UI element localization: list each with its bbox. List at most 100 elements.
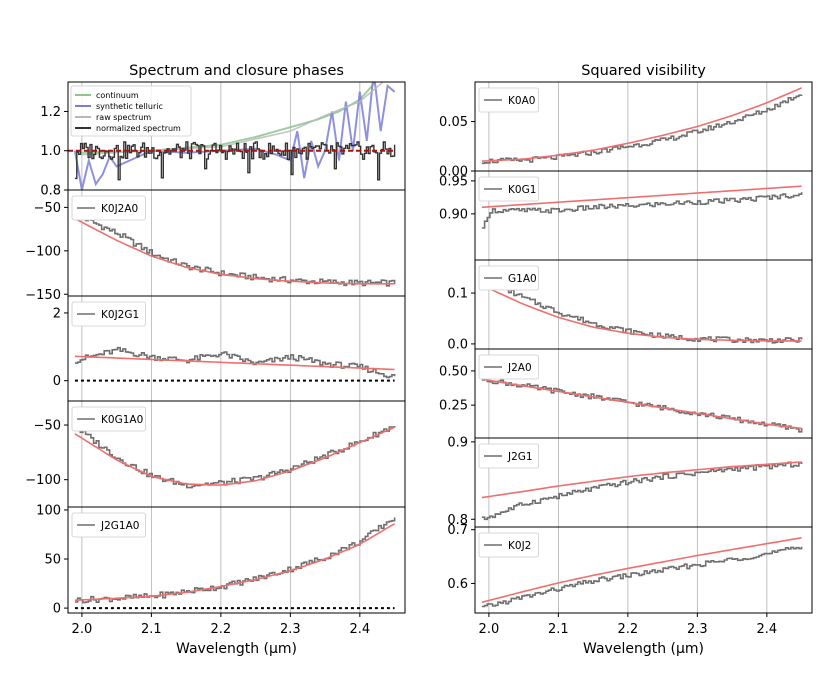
panel-K0J2G1: 0 2 K0J2G1 <box>53 295 406 402</box>
x-tick-label: 2.3 <box>687 622 708 637</box>
plot-area <box>74 426 396 489</box>
legend: G1A0 <box>478 265 539 291</box>
y-tick-label: 0.05 <box>439 115 468 130</box>
plot-area <box>481 461 803 521</box>
y-tick-label: 100 <box>36 503 61 518</box>
series-data <box>481 277 803 344</box>
x-tick-label: 2.1 <box>141 622 162 637</box>
series-model <box>74 217 395 285</box>
plot-area <box>481 277 803 344</box>
y-tick-label: 0.00 <box>439 165 468 180</box>
legend-label: K0G1 <box>508 184 536 196</box>
plot-area <box>481 87 803 165</box>
y-tick-label: −50 <box>34 419 61 434</box>
series-data <box>481 461 803 521</box>
legend: K0G1A0 <box>71 406 146 432</box>
legend-label: raw spectrum <box>96 113 151 122</box>
y-tick-label: 0.1 <box>447 287 468 302</box>
panel-K0J2A0: −150 −100 −50 K0J2A0 <box>25 189 406 303</box>
panel-K0A0: 0.00 0.05 Squared visibility K0A0 <box>439 63 813 180</box>
y-tick-label: −100 <box>25 473 61 488</box>
x-tick-label: 2.4 <box>756 622 777 637</box>
legend-label: normalized spectrum <box>96 124 181 133</box>
series-data <box>74 517 396 604</box>
axes-frame <box>67 506 406 614</box>
legend: K0J2A0 <box>71 195 146 221</box>
y-tick-label: 0.7 <box>447 523 468 538</box>
series-model <box>481 378 802 430</box>
y-tick-label: 0.6 <box>447 577 468 592</box>
y-tick-label: 0.90 <box>439 207 468 222</box>
y-tick-label: 0.0 <box>447 337 468 352</box>
series-data <box>481 376 803 433</box>
y-tick-label: 0 <box>53 374 61 389</box>
series-model <box>481 87 802 162</box>
plot-area <box>481 185 803 229</box>
legend-label: K0A0 <box>508 95 535 107</box>
legend-label: K0J2 <box>508 540 531 552</box>
y-tick-label: 0.9 <box>447 435 468 450</box>
legend: K0J2G1 <box>71 301 146 327</box>
panel-title: Spectrum and closure phases <box>129 63 344 79</box>
y-tick-label: 0.95 <box>439 174 468 189</box>
panel-Spectrum: 0.8 1.0 1.2 Spectrum and closure phases cont… <box>40 63 406 199</box>
x-tick-label: 2.4 <box>349 622 370 637</box>
x-axis-label: Wavelength (μm) <box>583 641 704 657</box>
series-data <box>74 426 396 489</box>
y-tick-label: 50 <box>44 553 61 568</box>
y-tick-label: 0.8 <box>40 184 61 199</box>
panel-J2G1A0: 0 50 100 2.0 2.1 2.2 2.3 2.4 Wavelength (μm) J2G1… <box>36 503 406 657</box>
y-tick-label: 1.2 <box>40 105 61 120</box>
series-model <box>481 284 802 342</box>
series-model <box>74 355 395 371</box>
series-model <box>481 461 802 499</box>
legend: K0G1 <box>478 176 539 202</box>
y-tick-label: −100 <box>25 244 61 259</box>
series-model <box>74 426 395 486</box>
legend-label: continuum <box>96 91 139 100</box>
x-tick-label: 2.0 <box>72 622 93 637</box>
panel-title: Squared visibility <box>581 63 706 79</box>
plot-area <box>74 346 396 382</box>
panel-K0G1A0: −100 −50 K0G1A0 <box>25 400 406 508</box>
series-synthetic-telluric <box>73 82 396 190</box>
plot-area <box>74 213 396 287</box>
legend: continuum synthetic telluric raw spectrum n… <box>70 85 192 137</box>
axes-frame <box>474 526 813 614</box>
legend: J2A0 <box>478 354 539 380</box>
legend-label: J2G1 <box>507 451 533 463</box>
series-data <box>74 213 396 287</box>
legend-label: J2A0 <box>507 362 532 374</box>
y-tick-label: 1.0 <box>40 144 61 159</box>
panel-K0G1: 0.90 0.95 K0G1 <box>439 170 813 261</box>
series-model <box>74 523 396 601</box>
legend: K0J2 <box>478 532 539 558</box>
legend-label: J2G1A0 <box>100 520 139 532</box>
series-data <box>481 192 803 229</box>
legend-label: K0J2A0 <box>101 203 138 215</box>
panel-J2A0: 0.25 0.50 J2A0 <box>439 348 813 439</box>
y-tick-label: 0.8 <box>447 513 468 528</box>
x-tick-label: 2.2 <box>211 622 232 637</box>
series-model <box>481 537 802 604</box>
series-model <box>481 185 802 209</box>
plot-area <box>74 517 396 610</box>
series-data <box>481 546 803 608</box>
plot-area <box>68 82 396 190</box>
legend-label: K0J2G1 <box>101 309 139 321</box>
x-tick-label: 2.3 <box>280 622 301 637</box>
y-tick-label: 0 <box>53 602 61 617</box>
legend: K0A0 <box>478 87 539 113</box>
plot-area <box>481 376 803 433</box>
x-tick-label: 2.0 <box>479 622 500 637</box>
y-tick-label: 2 <box>53 306 61 321</box>
panel-G1A0: 0.0 0.1 G1A0 <box>447 259 813 352</box>
x-tick-label: 2.1 <box>548 622 569 637</box>
y-tick-label: −150 <box>25 288 61 303</box>
x-axis-label: Wavelength (μm) <box>176 641 297 657</box>
y-tick-label: −50 <box>34 201 61 216</box>
y-tick-label: 0.50 <box>439 364 468 379</box>
legend: J2G1A0 <box>71 512 146 538</box>
x-tick-label: 2.2 <box>618 622 639 637</box>
